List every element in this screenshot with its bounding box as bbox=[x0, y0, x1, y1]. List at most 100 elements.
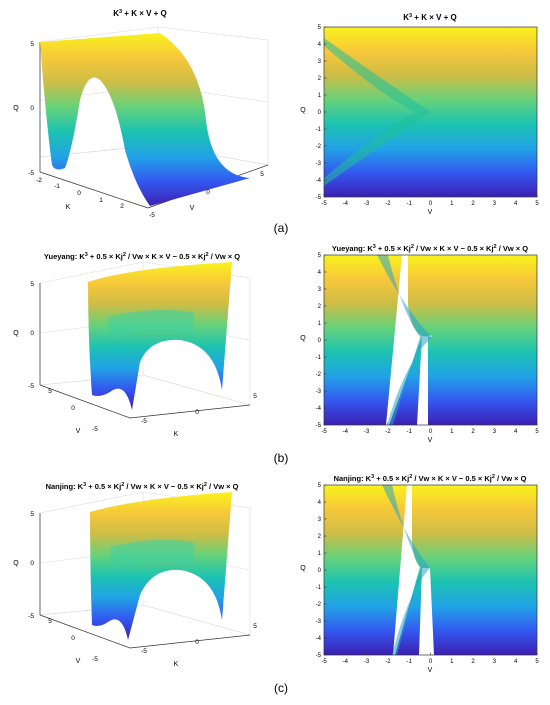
chart-title: Yueyang: K3 + 0.5 × Kj2 / Vw × K × V − 0… bbox=[332, 244, 528, 253]
y-tick-label: 1 bbox=[318, 551, 322, 557]
x-tick-label: 1 bbox=[450, 201, 454, 207]
x-tick-label: -1 bbox=[407, 659, 413, 665]
z-label: Q bbox=[13, 330, 19, 337]
y-label: V bbox=[76, 658, 81, 665]
x-tick-label: 0 bbox=[429, 201, 433, 207]
x-tick-label: 5 bbox=[535, 429, 539, 435]
x-tick: 0 bbox=[195, 409, 199, 416]
y-tick-label: 3 bbox=[318, 59, 322, 65]
y-tick-label: 4 bbox=[318, 270, 322, 276]
panel-a-3d: K3 + K × V + Q -5 0 5 Q -2 -1 0 1 2 K -5… bbox=[13, 9, 269, 219]
y-label: V bbox=[76, 428, 81, 435]
y-tick: -5 bbox=[92, 656, 98, 663]
y-tick-label: -3 bbox=[316, 619, 322, 625]
y-tick-label: 1 bbox=[318, 93, 322, 99]
y-tick-label: -4 bbox=[316, 406, 322, 412]
panel-b-3d: Yueyang: K3 + 0.5 × Kj2 / Vw × K × V − 0… bbox=[13, 252, 257, 438]
y-tick-label: 1 bbox=[318, 321, 322, 327]
chart-title: K3 + K × V + Q bbox=[113, 9, 167, 18]
y-tick-label: 0 bbox=[318, 110, 322, 116]
y-label: V bbox=[190, 205, 195, 212]
x-tick-label: 4 bbox=[514, 659, 518, 665]
z-label: Q bbox=[13, 105, 19, 112]
x-tick-label: -4 bbox=[343, 659, 349, 665]
fold-region bbox=[377, 255, 432, 425]
fold-region bbox=[382, 485, 430, 655]
plot-area bbox=[324, 255, 537, 425]
caption-b: (b) bbox=[274, 451, 289, 465]
x-tick: 0 bbox=[195, 639, 199, 646]
surface-a bbox=[40, 33, 250, 206]
x-tick-label: 5 bbox=[535, 201, 539, 207]
x-tick: -2 bbox=[36, 177, 42, 184]
x-tick: -5 bbox=[141, 648, 147, 655]
y-tick-label: 5 bbox=[318, 25, 322, 31]
y-tick-label: -5 bbox=[316, 423, 322, 429]
y-label: Q bbox=[300, 565, 306, 572]
x-label: V bbox=[428, 209, 433, 216]
y-tick-label: -2 bbox=[316, 602, 322, 608]
y-label: Q bbox=[300, 107, 306, 114]
x-label: K bbox=[174, 661, 179, 668]
x-tick-label: -5 bbox=[321, 429, 327, 435]
y-tick: 5 bbox=[48, 618, 52, 625]
y-tick-label: 5 bbox=[318, 483, 322, 489]
x-tick-label: 0 bbox=[429, 429, 433, 435]
x-tick: 2 bbox=[120, 203, 124, 210]
panel-c-2d: Nanjing: K3 + 0.5 × Kj2 / Vw × K × V − 0… bbox=[300, 474, 539, 674]
z-tick: 5 bbox=[30, 41, 34, 48]
z-tick: -5 bbox=[28, 383, 34, 390]
x-tick-label: 4 bbox=[514, 429, 518, 435]
x-tick-label: -2 bbox=[385, 201, 391, 207]
x-tick: 1 bbox=[99, 197, 103, 204]
x-tick-label: -4 bbox=[343, 429, 349, 435]
x-tick-label: -1 bbox=[407, 201, 413, 207]
y-tick-label: -4 bbox=[316, 636, 322, 642]
panel-b-2d: Yueyang: K3 + 0.5 × Kj2 / Vw × K × V − 0… bbox=[300, 244, 539, 444]
x-tick-label: -4 bbox=[343, 201, 349, 207]
x-tick: 0 bbox=[77, 190, 81, 197]
x-tick-label: 4 bbox=[514, 201, 518, 207]
x-tick-label: -2 bbox=[385, 429, 391, 435]
x-tick-label: 1 bbox=[450, 429, 454, 435]
y-tick-label: 3 bbox=[318, 287, 322, 293]
y-tick: 5 bbox=[48, 388, 52, 395]
z-tick: 0 bbox=[30, 560, 34, 567]
surface-b bbox=[88, 262, 232, 410]
z-tick: -5 bbox=[28, 613, 34, 620]
x-tick-label: 3 bbox=[493, 201, 497, 207]
y-tick-label: 2 bbox=[318, 304, 322, 310]
y-tick-label: -2 bbox=[316, 144, 322, 150]
y-tick-label: -5 bbox=[316, 195, 322, 201]
z-tick: 5 bbox=[30, 281, 34, 288]
x-tick: 5 bbox=[253, 393, 257, 400]
x-tick-label: -3 bbox=[364, 659, 370, 665]
surface-c-inner bbox=[110, 539, 195, 570]
y-label: Q bbox=[300, 335, 306, 342]
z-tick: 0 bbox=[30, 330, 34, 337]
y-tick-label: 4 bbox=[318, 500, 322, 506]
z-label: Q bbox=[13, 560, 19, 567]
x-tick-label: 3 bbox=[493, 659, 497, 665]
x-tick: -5 bbox=[141, 418, 147, 425]
y-tick: 0 bbox=[71, 635, 75, 642]
x-tick-label: -2 bbox=[385, 659, 391, 665]
x-tick-label: -5 bbox=[321, 201, 327, 207]
x-tick: -1 bbox=[54, 183, 60, 190]
x-tick-label: 1 bbox=[450, 659, 454, 665]
x-tick-label: -1 bbox=[407, 429, 413, 435]
box-axes bbox=[39, 283, 251, 419]
z-tick: 5 bbox=[30, 511, 34, 518]
gap-region bbox=[393, 485, 434, 655]
x-label: V bbox=[428, 667, 433, 674]
x-tick-label: 2 bbox=[471, 659, 475, 665]
y-tick: 0 bbox=[71, 405, 75, 412]
x-label: K bbox=[174, 431, 179, 438]
y-tick-label: -2 bbox=[316, 372, 322, 378]
x-tick-label: 2 bbox=[471, 201, 475, 207]
x-tick-label: 0 bbox=[429, 659, 433, 665]
x-label: K bbox=[66, 204, 71, 211]
y-tick-label: -1 bbox=[316, 127, 322, 133]
y-tick-label: -1 bbox=[316, 355, 322, 361]
fold-region bbox=[324, 38, 431, 186]
